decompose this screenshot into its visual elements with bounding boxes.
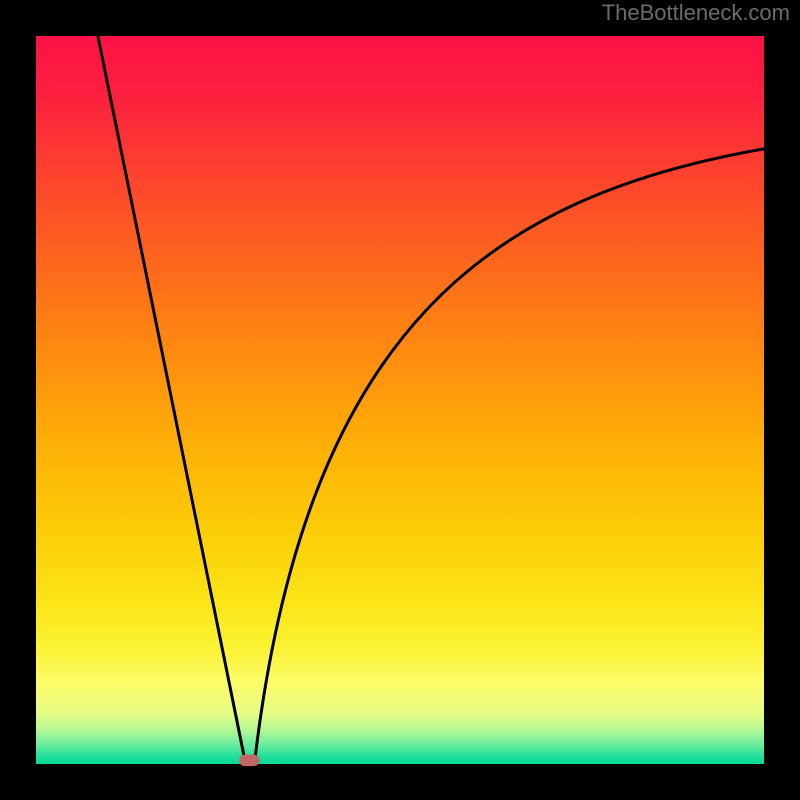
min-marker [239, 755, 259, 767]
chart-background [36, 36, 764, 764]
bottleneck-curve-chart [0, 0, 800, 800]
watermark-text: TheBottleneck.com [602, 0, 790, 26]
